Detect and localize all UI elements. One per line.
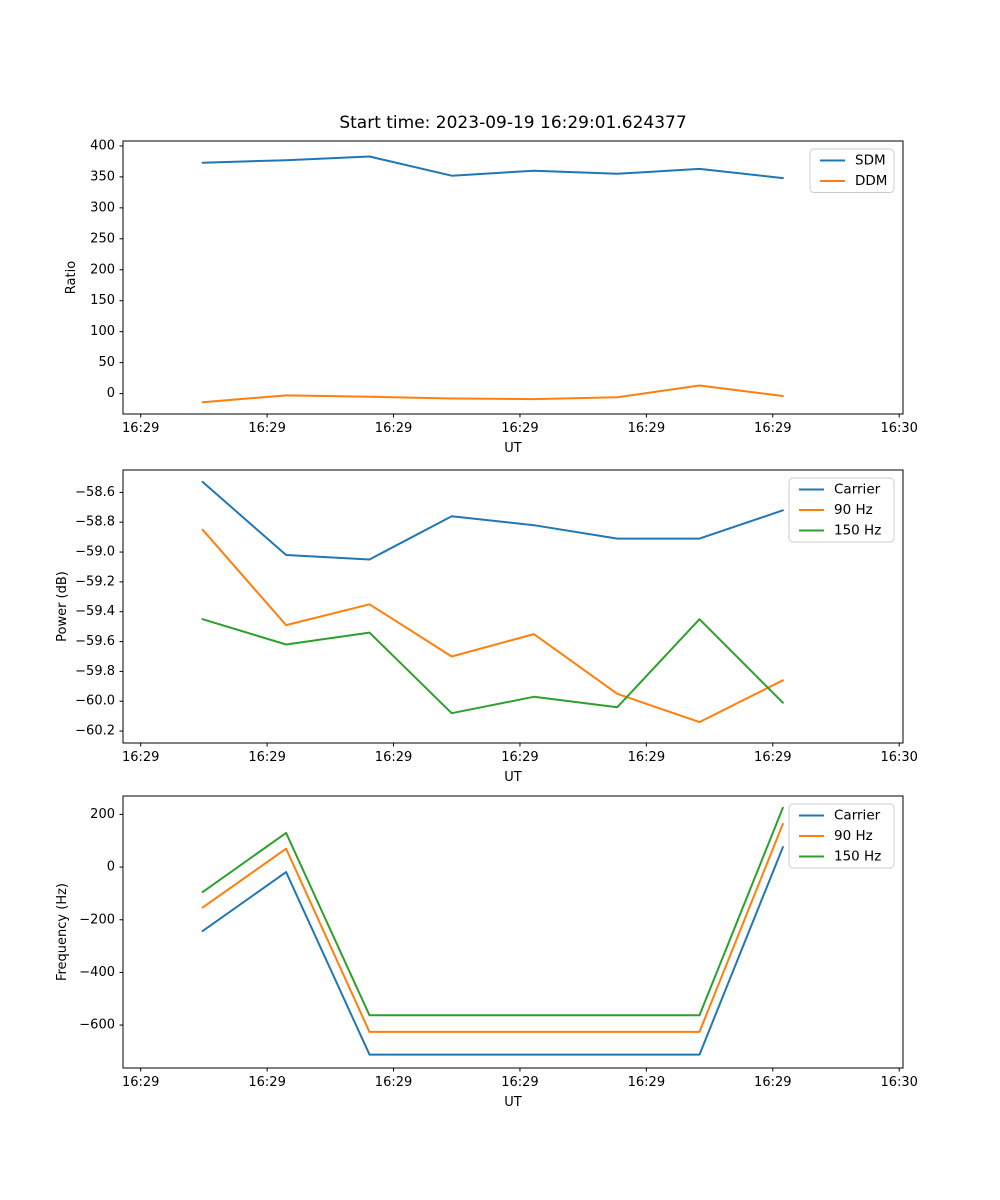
legend-label-150-Hz: 150 Hz bbox=[834, 849, 881, 865]
legend: SDM DDM bbox=[809, 148, 895, 193]
x-tick-label: 16:29 bbox=[122, 1075, 159, 1090]
series-90-Hz-line bbox=[201, 528, 784, 724]
x-axis-label: UT bbox=[504, 441, 522, 456]
legend: Carrier 90 Hz 150 Hz bbox=[788, 477, 895, 543]
y-tick-label: −59.8 bbox=[75, 664, 115, 679]
x-tick-label: 16:29 bbox=[754, 421, 791, 436]
x-tick-label: 16:29 bbox=[248, 750, 285, 765]
x-tick-label: 16:29 bbox=[248, 1075, 285, 1090]
subplot-ratio: 16:29 16:29 16:29 16:29 16:29 16:29 16:30 0 50 10… bbox=[64, 138, 918, 456]
series-150-Hz-line bbox=[201, 618, 784, 715]
y-tick-label: −59.4 bbox=[75, 604, 115, 619]
legend-label-150-Hz: 150 Hz bbox=[834, 523, 881, 539]
series-150-Hz-line bbox=[201, 806, 784, 1017]
y-tick-label: −59.2 bbox=[75, 574, 115, 589]
y-axis-label: Frequency (Hz) bbox=[55, 883, 70, 981]
x-tick-label: 16:29 bbox=[248, 421, 285, 436]
x-tick-label: 16:30 bbox=[880, 421, 917, 436]
x-tick-label: 16:29 bbox=[501, 750, 538, 765]
series-SDM-line bbox=[201, 155, 784, 180]
y-tick-label: −59.0 bbox=[75, 545, 115, 560]
series-Carrier-line bbox=[201, 480, 784, 561]
y-tick-label: −58.6 bbox=[75, 485, 115, 500]
series-Carrier-line bbox=[201, 846, 784, 1056]
y-tick-label: −600 bbox=[79, 1018, 115, 1033]
series-DDM-line bbox=[201, 384, 784, 404]
y-axis-label: Power (dB) bbox=[55, 571, 70, 642]
legend-label-90-Hz: 90 Hz bbox=[834, 502, 873, 518]
legend-box bbox=[788, 803, 895, 869]
subplot-power: 16:29 16:29 16:29 16:29 16:29 16:29 16:30 −60.2… bbox=[55, 469, 918, 785]
x-tick-label: 16:30 bbox=[880, 750, 917, 765]
y-tick-label: 100 bbox=[90, 324, 115, 339]
x-tick-label: 16:29 bbox=[501, 421, 538, 436]
y-axis-label: Ratio bbox=[64, 261, 79, 294]
x-tick-label: 16:29 bbox=[754, 750, 791, 765]
x-axis-label: UT bbox=[504, 1095, 522, 1110]
y-tick-label: 150 bbox=[90, 293, 115, 308]
y-tick-label: −60.2 bbox=[75, 724, 115, 739]
y-tick-label: −58.8 bbox=[75, 515, 115, 530]
axes-frame bbox=[122, 140, 904, 415]
y-tick-label: −400 bbox=[79, 965, 115, 980]
x-tick-label: 16:30 bbox=[880, 1075, 917, 1090]
y-tick-label: 0 bbox=[107, 860, 115, 875]
axes-frame bbox=[122, 795, 904, 1069]
y-tick-label: 300 bbox=[90, 200, 115, 215]
x-tick-label: 16:29 bbox=[754, 1075, 791, 1090]
x-axis-label: UT bbox=[504, 770, 522, 785]
y-tick-label: 350 bbox=[90, 169, 115, 184]
x-tick-label: 16:29 bbox=[375, 421, 412, 436]
legend-label-Carrier: Carrier bbox=[834, 482, 881, 498]
x-tick-label: 16:29 bbox=[628, 750, 665, 765]
figure-title: Start time: 2023-09-19 16:29:01.624377 bbox=[339, 113, 687, 133]
y-tick-label: −59.6 bbox=[75, 634, 115, 649]
x-tick-label: 16:29 bbox=[501, 1075, 538, 1090]
subplot-frequency: 16:29 16:29 16:29 16:29 16:29 16:29 16:30 −600 −… bbox=[55, 795, 918, 1110]
y-tick-label: 200 bbox=[90, 807, 115, 822]
x-tick-label: 16:29 bbox=[122, 750, 159, 765]
x-tick-label: 16:29 bbox=[628, 421, 665, 436]
y-tick-label: 50 bbox=[98, 355, 115, 370]
legend: Carrier 90 Hz 150 Hz bbox=[788, 803, 895, 869]
y-tick-label: 400 bbox=[90, 138, 115, 153]
legend-label-DDM: DDM bbox=[855, 173, 887, 189]
x-tick-label: 16:29 bbox=[375, 750, 412, 765]
x-tick-label: 16:29 bbox=[628, 1075, 665, 1090]
legend-label-Carrier: Carrier bbox=[834, 808, 881, 824]
legend-label-SDM: SDM bbox=[855, 153, 886, 169]
y-tick-label: 250 bbox=[90, 231, 115, 246]
y-tick-label: −200 bbox=[79, 912, 115, 927]
y-tick-label: 0 bbox=[107, 386, 115, 401]
y-tick-label: −60.0 bbox=[75, 694, 115, 709]
legend-box bbox=[788, 477, 895, 543]
x-tick-label: 16:29 bbox=[375, 1075, 412, 1090]
axes-frame bbox=[122, 469, 904, 744]
series-90-Hz-line bbox=[201, 822, 784, 1033]
x-tick-label: 16:29 bbox=[122, 421, 159, 436]
legend-label-90-Hz: 90 Hz bbox=[834, 828, 873, 844]
y-tick-label: 200 bbox=[90, 262, 115, 277]
